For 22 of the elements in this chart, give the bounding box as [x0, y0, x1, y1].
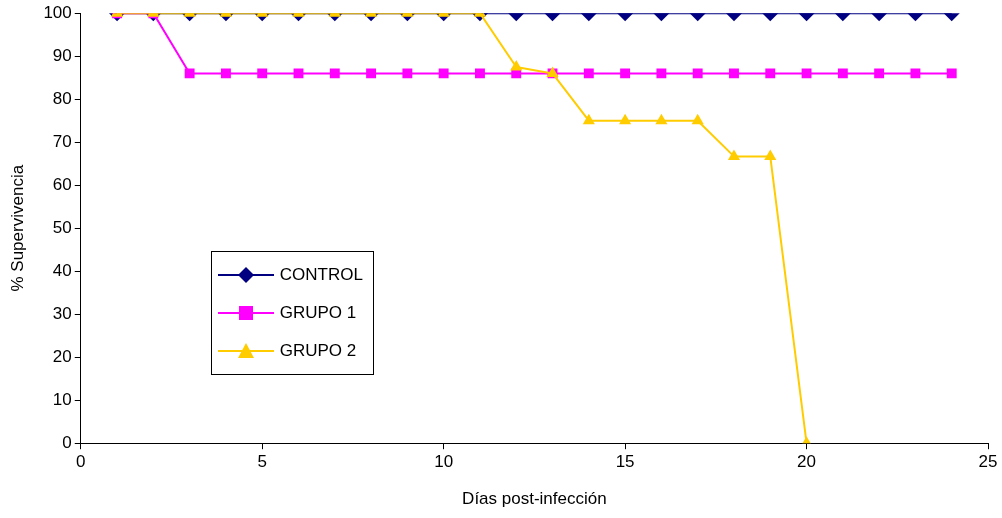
x-axis-title: Días post-infección [462, 489, 607, 509]
y-tick-label: 90 [52, 45, 72, 65]
legend-label: GRUPO 1 [279, 303, 357, 324]
x-tick-label: 15 [615, 452, 635, 472]
y-tick-label: 80 [52, 88, 72, 108]
y-tick-label: 50 [52, 217, 72, 237]
y-tick-label: 10 [52, 389, 72, 409]
y-tick-label: 60 [52, 174, 72, 194]
y-axis-title: % Supervivencia [7, 164, 27, 292]
x-tick-label: 0 [76, 452, 86, 472]
y-tick-label: 40 [52, 260, 72, 280]
x-tick-label: 5 [257, 452, 267, 472]
x-tick-label: 25 [978, 452, 998, 472]
legend-label: CONTROL [279, 265, 363, 286]
x-tick-label: 20 [797, 452, 817, 472]
x-tick-label: 10 [434, 452, 454, 472]
y-tick-label: 30 [52, 303, 72, 323]
y-tick-label: 100 [43, 2, 72, 22]
y-tick-label: 20 [52, 346, 72, 366]
y-tick-label: 0 [62, 432, 72, 452]
y-tick-label: 70 [52, 131, 72, 151]
legend-label: GRUPO 2 [279, 341, 357, 362]
